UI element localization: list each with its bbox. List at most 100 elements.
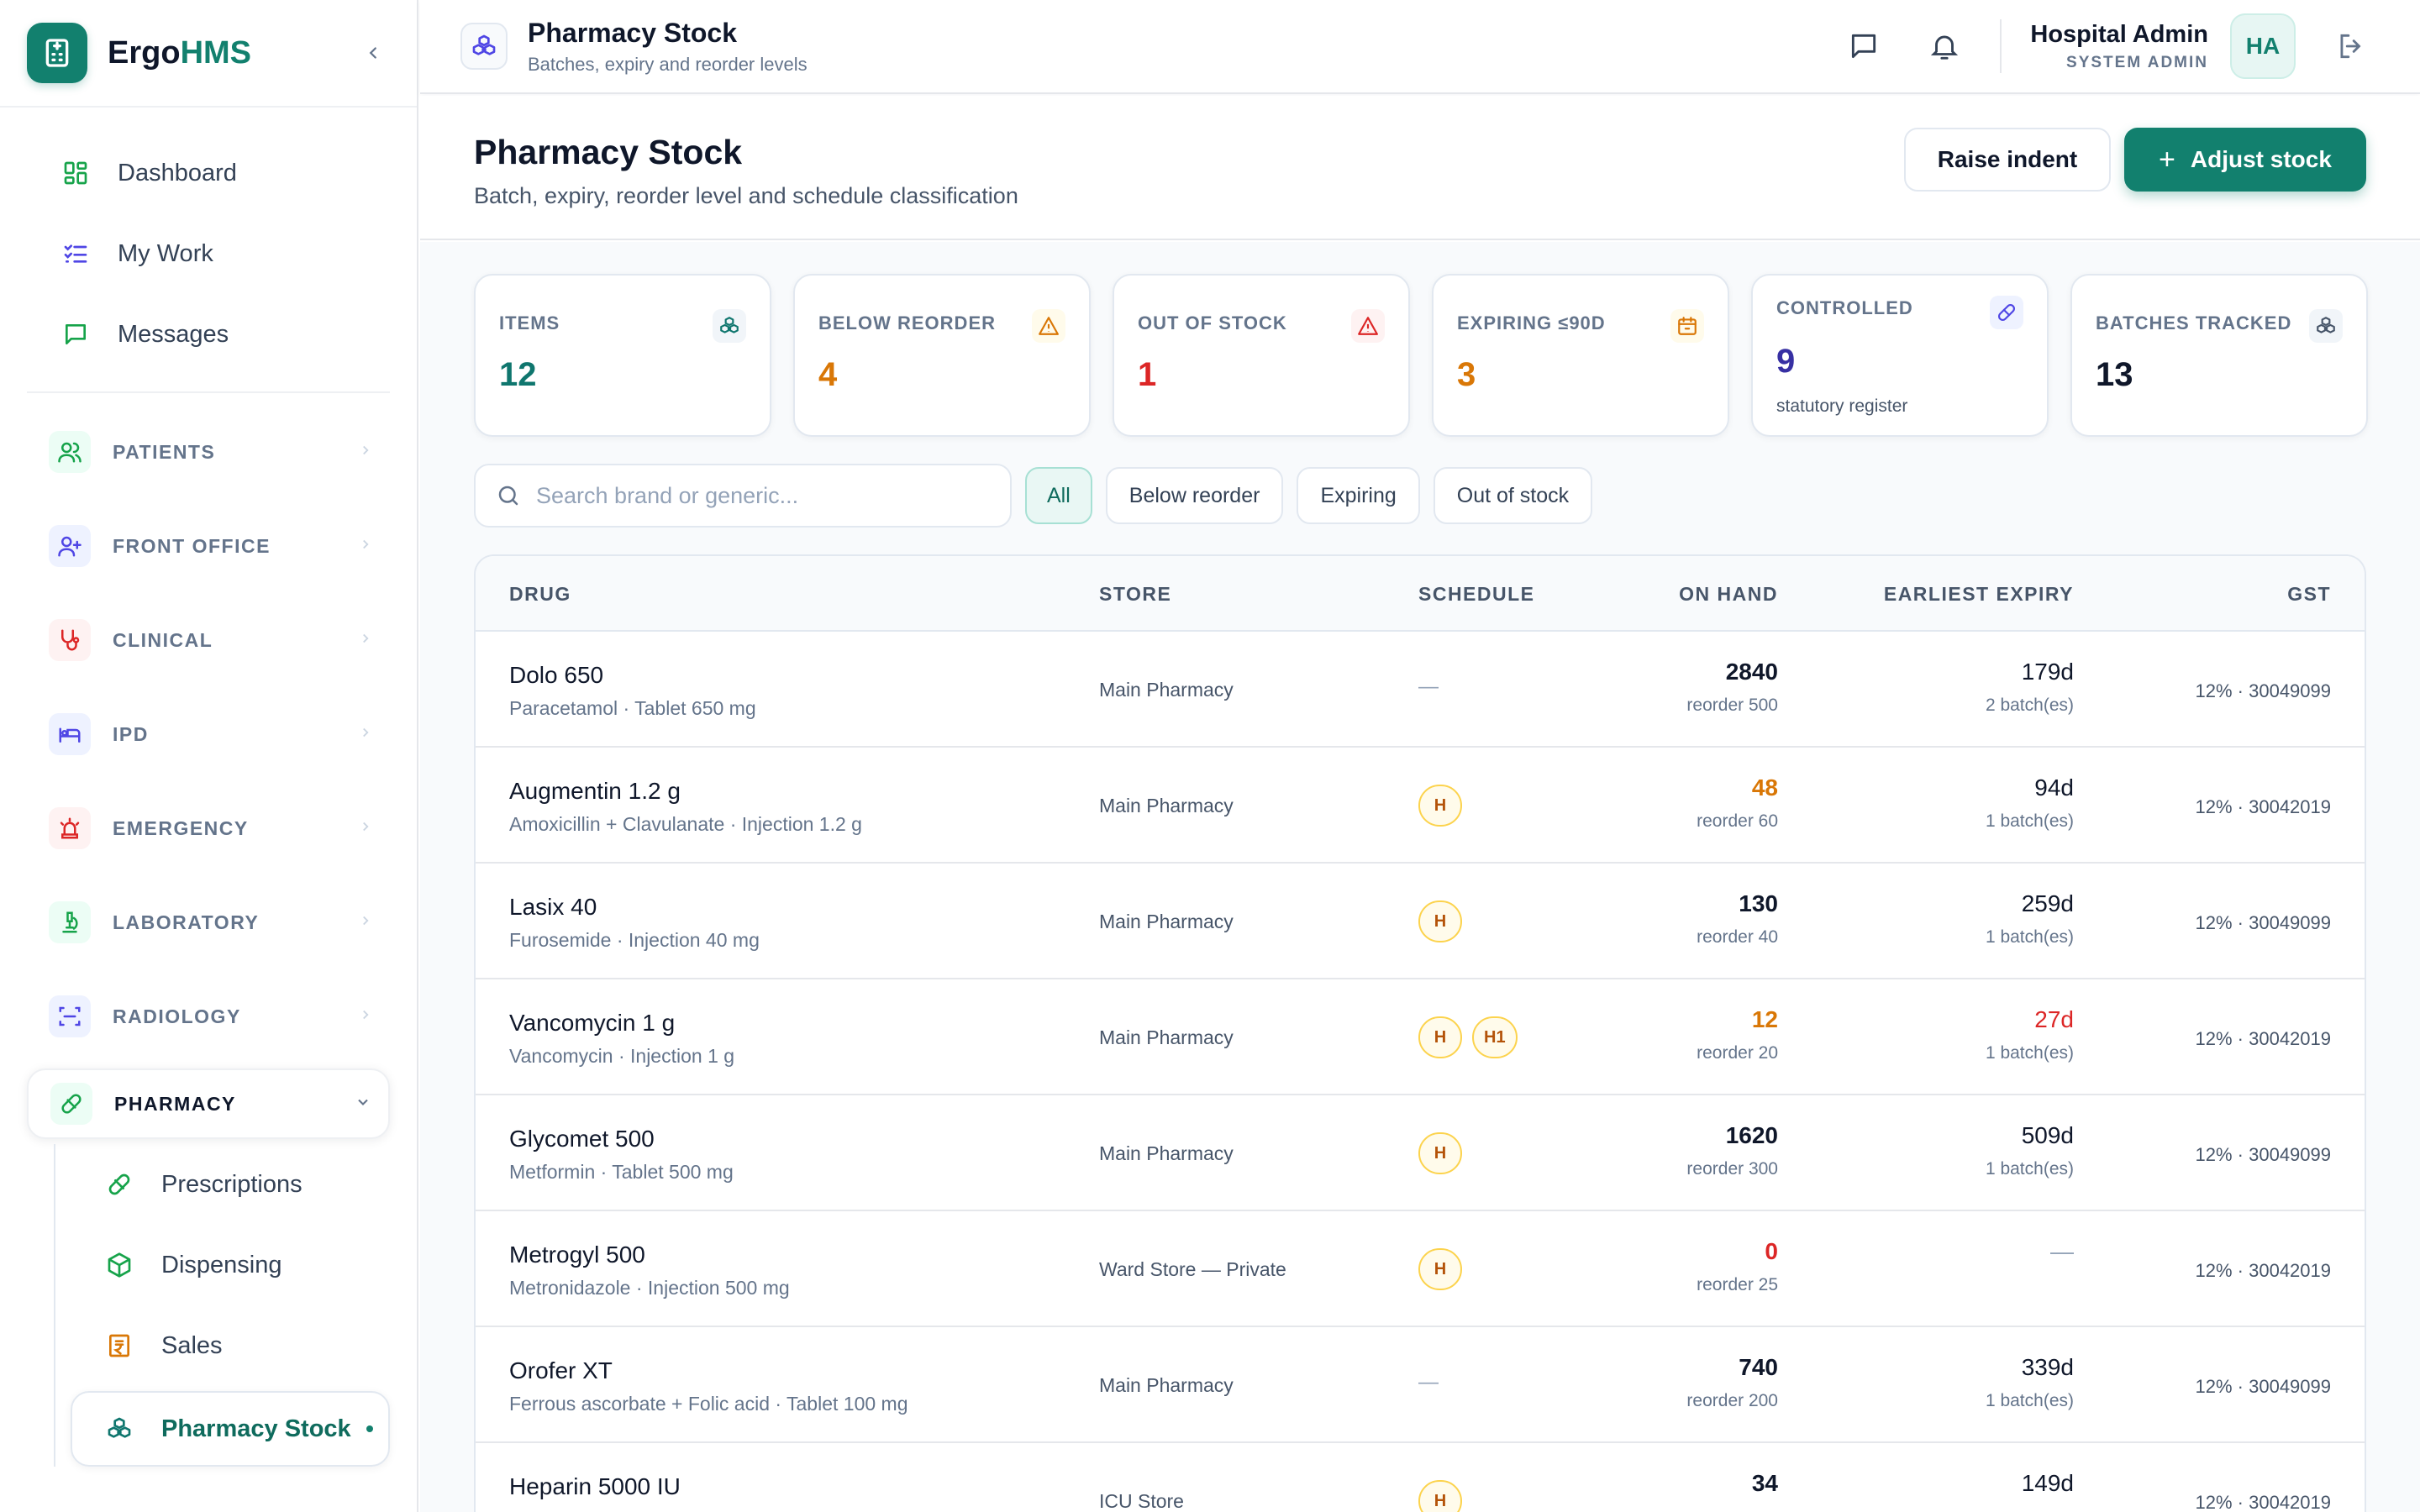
nav-dashboard[interactable]: Dashboard	[27, 133, 390, 213]
reorder-level: reorder 20	[1697, 1043, 1778, 1063]
on-hand-qty: 1620	[1725, 1122, 1778, 1148]
stat-card-below-reorder[interactable]: BELOW REORDER 4	[793, 274, 1091, 437]
card-label: CONTROLLED	[1776, 297, 1913, 318]
card-value: 12	[499, 356, 537, 393]
section-emergency[interactable]: EMERGENCY	[0, 781, 417, 875]
boxes-icon	[460, 23, 508, 70]
table-row[interactable]: Glycomet 500 Metformin · Tablet 500 mg Mai…	[476, 1095, 2365, 1211]
search-input[interactable]	[536, 482, 1007, 509]
expiry-days: 259d	[2021, 890, 2074, 916]
table-row[interactable]: Metrogyl 500 Metronidazole · Injection 50…	[476, 1211, 2365, 1327]
nav-messages[interactable]: Messages	[27, 294, 390, 375]
avatar[interactable]: HA	[2230, 13, 2296, 79]
column-header-schedule[interactable]: SCHEDULE	[1418, 583, 1535, 605]
on-hand-cell: 12 reorder 20	[1697, 1006, 1778, 1063]
dashboard-icon	[60, 158, 91, 188]
stat-card-batches[interactable]: BATCHES TRACKED 13	[2070, 274, 2368, 437]
drug-name: Glycomet 500	[509, 1126, 655, 1152]
expiry-days: —	[2050, 1238, 2074, 1264]
section-patients[interactable]: PATIENTS	[0, 405, 417, 499]
column-header-expiry[interactable]: EARLIEST EXPIRY	[1883, 583, 2074, 605]
nav-label: Messages	[118, 320, 229, 348]
receipt-icon	[104, 1331, 134, 1361]
table-row[interactable]: Vancomycin 1 g Vancomycin · Injection 1 g…	[476, 979, 2365, 1095]
empty-schedule-dash: —	[1418, 1371, 1439, 1394]
collapse-sidebar-button[interactable]	[356, 36, 390, 70]
drug-generic: Metronidazole · Injection 500 mg	[509, 1277, 790, 1299]
expiry-cell: 509d 1 batch(es)	[1986, 1122, 2074, 1179]
reorder-level: reorder 25	[1697, 1275, 1778, 1294]
logout-button[interactable]	[2326, 21, 2376, 71]
store-name: Main Pharmacy	[1099, 1142, 1234, 1164]
expiry-cell: 259d 1 batch(es)	[1986, 890, 2074, 948]
table-row[interactable]: Augmentin 1.2 g Amoxicillin + Clavulanate…	[476, 748, 2365, 864]
expiry-days: 179d	[2021, 659, 2074, 685]
drug-name: Augmentin 1.2 g	[509, 778, 681, 804]
schedule-cell: —	[1418, 669, 1439, 699]
table-row[interactable]: Dolo 650 Paracetamol · Tablet 650 mg Main …	[476, 632, 2365, 748]
schedule-cell: —	[1418, 1364, 1439, 1394]
boxes-icon	[2309, 309, 2343, 343]
search-box[interactable]	[474, 464, 1012, 528]
chevron-down-icon	[355, 1094, 371, 1115]
sub-item-sales[interactable]: Sales	[71, 1305, 417, 1386]
reorder-level: reorder 60	[1697, 811, 1778, 831]
filter-chip-expiring[interactable]: Expiring	[1297, 467, 1420, 524]
stat-card-controlled[interactable]: CONTROLLED 9 statutory register	[1751, 274, 2049, 437]
users-icon	[49, 431, 91, 473]
schedule-badge: H1	[1472, 1016, 1518, 1058]
on-hand-qty: 34	[1751, 1470, 1778, 1496]
drug-name: Lasix 40	[509, 894, 597, 920]
stat-card-expiring[interactable]: EXPIRING ≤90D 3	[1432, 274, 1729, 437]
gst-info: 12% · 30049099	[2195, 1376, 2331, 1397]
expiry-days: 27d	[2034, 1006, 2074, 1032]
section-ipd[interactable]: IPD	[0, 687, 417, 781]
table-row[interactable]: Lasix 40 Furosemide · Injection 40 mg Main…	[476, 864, 2365, 979]
chevron-right-icon	[358, 443, 373, 462]
expiry-days: 509d	[2021, 1122, 2074, 1148]
section-pharmacy[interactable]: PHARMACY	[27, 1068, 390, 1139]
column-header-drug[interactable]: DRUG	[509, 583, 571, 605]
section-label: RADIOLOGY	[113, 1005, 241, 1027]
table-header: DRUG STORE SCHEDULE ON HAND EARLIEST EXP…	[476, 556, 2365, 632]
messages-button[interactable]	[1839, 21, 1889, 71]
section-front-office[interactable]: FRONT OFFICE	[0, 499, 417, 593]
notifications-button[interactable]	[1919, 21, 1970, 71]
stat-card-items[interactable]: ITEMS 12	[474, 274, 771, 437]
schedule-badge: H	[1418, 900, 1462, 942]
table-row[interactable]: Heparin 5000 IU ICU Store H 34 149d 12% · 300…	[476, 1443, 2365, 1512]
raise-indent-button[interactable]: Raise indent	[1904, 128, 2111, 192]
card-value: 4	[818, 356, 838, 393]
nav-my-work[interactable]: My Work	[27, 213, 390, 294]
message-icon	[1852, 34, 1876, 59]
sub-item-label: Dispensing	[161, 1251, 282, 1278]
page-title: Pharmacy Stock	[474, 133, 743, 171]
column-header-store[interactable]: STORE	[1099, 583, 1172, 605]
boxes-icon	[713, 309, 746, 343]
sub-item-prescriptions[interactable]: Prescriptions	[71, 1144, 417, 1225]
section-label: LABORATORY	[113, 911, 260, 933]
sub-item-dispensing[interactable]: Dispensing	[71, 1225, 417, 1305]
nav-label: My Work	[118, 239, 213, 267]
section-clinical[interactable]: CLINICAL	[0, 593, 417, 687]
stat-card-out-of-stock[interactable]: OUT OF STOCK 1	[1113, 274, 1410, 437]
filter-chip-all[interactable]: All	[1025, 467, 1092, 524]
adjust-stock-button[interactable]: + Adjust stock	[2124, 128, 2366, 192]
empty-schedule-dash: —	[1418, 675, 1439, 698]
column-header-on-hand[interactable]: ON HAND	[1679, 583, 1778, 605]
section-laboratory[interactable]: LABORATORY	[0, 875, 417, 969]
filter-chip-below-reorder[interactable]: Below reorder	[1105, 467, 1284, 524]
sub-item-pharmacy-stock[interactable]: Pharmacy Stock	[71, 1391, 390, 1467]
store-name: Main Pharmacy	[1099, 1374, 1234, 1396]
batch-count: 1 batch(es)	[1985, 1043, 2074, 1063]
drug-name: Dolo 650	[509, 662, 604, 688]
drug-name: Orofer XT	[509, 1357, 613, 1383]
expiry-cell: 179d 2 batch(es)	[1986, 659, 2074, 716]
boxes-icon	[104, 1414, 134, 1444]
column-header-gst[interactable]: GST	[2287, 583, 2331, 605]
filter-chip-out-of-stock[interactable]: Out of stock	[1433, 467, 1593, 524]
section-radiology[interactable]: RADIOLOGY	[0, 969, 417, 1063]
nav-label: Dashboard	[118, 159, 237, 186]
tasks-icon	[60, 239, 91, 269]
table-row[interactable]: Orofer XT Ferrous ascorbate + Folic acid …	[476, 1327, 2365, 1443]
